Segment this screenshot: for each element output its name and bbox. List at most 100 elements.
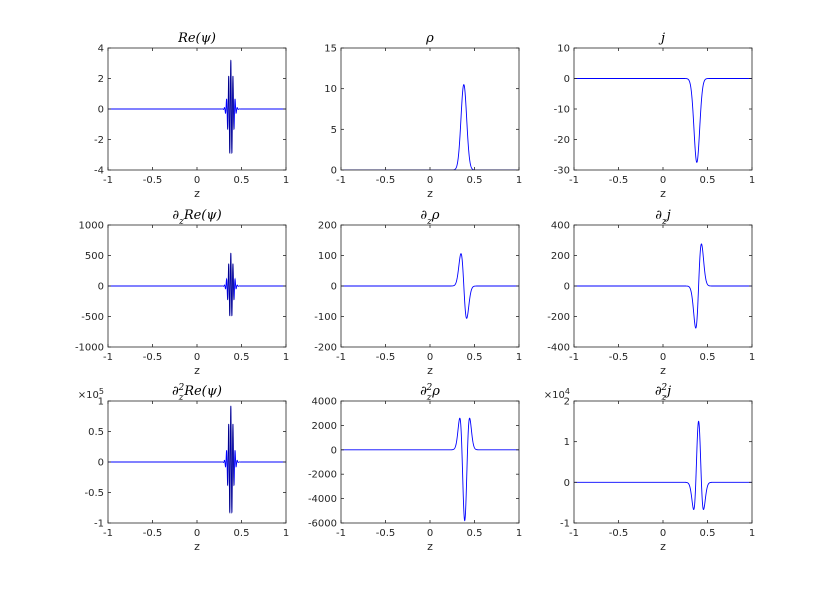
x-axis-label: z bbox=[194, 187, 200, 200]
x-tick-label: 0.5 bbox=[234, 528, 250, 539]
series-line bbox=[574, 243, 752, 329]
y-tick-label: -100 bbox=[314, 312, 337, 323]
series-line bbox=[108, 405, 286, 514]
x-tick-label: -0.5 bbox=[376, 175, 396, 186]
x-tick-label: 1 bbox=[516, 528, 522, 539]
x-tick-label: 1 bbox=[749, 175, 755, 186]
x-tick-label: -0.5 bbox=[609, 175, 629, 186]
subplot-title: ∂z2j bbox=[655, 383, 671, 403]
subplot-1: -1 -0.5 0 0.5 1 4 2 0 -2 -4 z Re(ψ) bbox=[94, 31, 289, 200]
y-tick-label: -1 bbox=[560, 519, 570, 530]
y-tick-label: 2000 bbox=[312, 421, 337, 432]
x-tick-label: -1 bbox=[569, 175, 579, 186]
subplot-7: -1 -0.5 0 0.5 1 1 0.5 0 -0.5 -1 ×105 z ∂z2Re(ψ) bbox=[78, 383, 289, 553]
y-tick-label: 2 bbox=[564, 397, 570, 408]
x-tick-label: 0 bbox=[660, 175, 666, 186]
x-tick-label: 0 bbox=[660, 528, 666, 539]
x-tick-label: -0.5 bbox=[609, 528, 629, 539]
subplot-title: ∂z2Re(ψ) bbox=[172, 383, 222, 403]
x-tick-label: -1 bbox=[569, 352, 579, 363]
y-tick-label: -4 bbox=[94, 166, 104, 177]
x-tick-label: -0.5 bbox=[609, 352, 629, 363]
y-tick-label: 0 bbox=[98, 458, 104, 469]
y-tick-label: 500 bbox=[85, 251, 104, 262]
series-line bbox=[341, 253, 519, 319]
subplot-title: ∂zρ bbox=[420, 208, 439, 227]
x-tick-label: 0 bbox=[194, 352, 200, 363]
subplot-4: -1 -0.5 0 0.5 1 1000 500 0 -500 -1000 z ∂zRe(ψ) bbox=[75, 208, 289, 377]
y-tick-label: 0 bbox=[564, 282, 570, 293]
y-tick-label: 0 bbox=[331, 166, 337, 177]
series-line-core bbox=[227, 59, 235, 155]
series-line bbox=[341, 417, 519, 522]
subplot-title: Re(ψ) bbox=[177, 31, 216, 46]
y-tick-label: 200 bbox=[318, 221, 337, 232]
subplot-title: ρ bbox=[425, 31, 434, 46]
subplot-title: ∂z2ρ bbox=[420, 383, 440, 403]
x-tick-label: -1 bbox=[336, 352, 346, 363]
x-tick-label: 0 bbox=[427, 175, 433, 186]
x-tick-label: 0.5 bbox=[234, 175, 250, 186]
x-tick-label: -1 bbox=[103, 352, 113, 363]
x-tick-label: 1 bbox=[516, 352, 522, 363]
y-tick-label: 1 bbox=[98, 397, 104, 408]
x-tick-label: 0 bbox=[427, 528, 433, 539]
y-tick-label: 0 bbox=[331, 445, 337, 456]
series-line bbox=[341, 84, 519, 170]
series-line bbox=[108, 253, 286, 317]
y-tick-label: -200 bbox=[314, 343, 337, 354]
x-tick-label: 0.5 bbox=[467, 528, 483, 539]
x-tick-label: 1 bbox=[283, 528, 289, 539]
y-tick-label: -2000 bbox=[308, 470, 337, 481]
y-tick-label: -1000 bbox=[75, 343, 104, 354]
y-tick-label: 10 bbox=[324, 84, 337, 95]
subplot-title: ∂zj bbox=[655, 208, 671, 227]
x-tick-label: -1 bbox=[336, 528, 346, 539]
x-tick-label: 1 bbox=[749, 352, 755, 363]
y-tick-label: 0 bbox=[331, 282, 337, 293]
subplot-3: -1 -0.5 0 0.5 1 10 0 -10 -20 -30 z j bbox=[554, 31, 756, 200]
x-tick-label: -0.5 bbox=[376, 352, 396, 363]
x-tick-label: -0.5 bbox=[143, 175, 163, 186]
subplot-8: -1 -0.5 0 0.5 1 4000 2000 0 -2000 -4000 -6000 z ∂z2ρ bbox=[308, 383, 522, 553]
series-line-core bbox=[227, 252, 235, 317]
y-tick-label: 0.5 bbox=[88, 427, 104, 438]
y-tick-label: -6000 bbox=[308, 519, 337, 530]
subplot-5: -1 -0.5 0 0.5 1 200 100 0 -100 -200 z ∂zρ bbox=[314, 208, 522, 377]
axes-box bbox=[340, 47, 520, 171]
x-tick-label: 0.5 bbox=[700, 528, 716, 539]
y-tick-label: 4 bbox=[98, 44, 104, 55]
x-tick-label: 0.5 bbox=[467, 352, 483, 363]
subplot-title: ∂zRe(ψ) bbox=[172, 208, 221, 227]
x-axis-label: z bbox=[194, 364, 200, 377]
y-exponent-label: ×104 bbox=[544, 387, 570, 402]
subplot-6: -1 -0.5 0 0.5 1 400 200 0 -200 -400 z ∂zj bbox=[547, 208, 755, 377]
x-tick-label: -1 bbox=[569, 528, 579, 539]
y-tick-label: -500 bbox=[81, 312, 104, 323]
y-exponent-label: ×105 bbox=[78, 387, 104, 402]
y-tick-label: -400 bbox=[547, 343, 570, 354]
x-tick-label: 1 bbox=[283, 175, 289, 186]
x-tick-label: 0 bbox=[194, 528, 200, 539]
y-tick-label: -1 bbox=[94, 519, 104, 530]
y-tick-label: 200 bbox=[551, 251, 570, 262]
x-tick-label: 0 bbox=[194, 175, 200, 186]
subplot-title: j bbox=[658, 31, 665, 46]
subplot-9: -1 -0.5 0 0.5 1 2 1 0 -1 ×104 z ∂z2j bbox=[544, 383, 755, 553]
x-axis-label: z bbox=[660, 540, 666, 553]
y-tick-label: -20 bbox=[554, 135, 570, 146]
y-tick-label: 10 bbox=[557, 44, 570, 55]
y-tick-label: 100 bbox=[318, 251, 337, 262]
x-tick-label: -1 bbox=[336, 175, 346, 186]
x-axis-label: z bbox=[660, 364, 666, 377]
x-tick-label: 1 bbox=[283, 352, 289, 363]
y-tick-label: 0 bbox=[564, 478, 570, 489]
series-line bbox=[574, 78, 752, 163]
y-tick-label: 0 bbox=[564, 74, 570, 85]
series-line-core bbox=[227, 405, 235, 514]
x-tick-label: 0.5 bbox=[700, 175, 716, 186]
x-tick-label: 0 bbox=[427, 352, 433, 363]
y-tick-label: 15 bbox=[324, 44, 337, 55]
y-tick-label: 4000 bbox=[312, 397, 337, 408]
